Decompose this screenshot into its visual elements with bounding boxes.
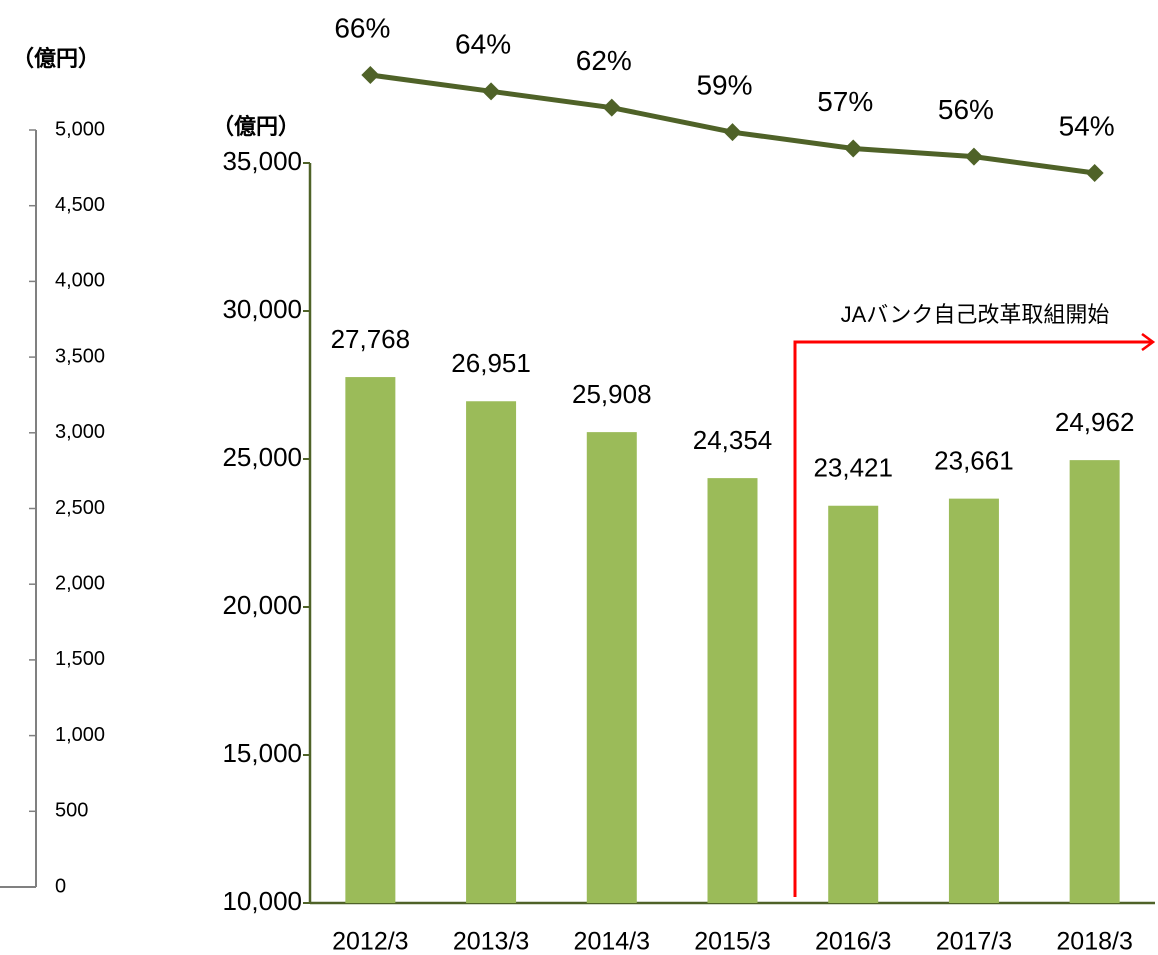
y2-tick-label: 500 (55, 800, 88, 822)
y-tick-label: 20,000 (222, 590, 302, 620)
line-marker (361, 66, 380, 84)
y2-tick-label: 1,000 (55, 724, 105, 746)
x-tick-label: 2013/3 (453, 928, 529, 955)
line-marker (964, 147, 983, 166)
bar-value-label: 23,421 (813, 453, 893, 483)
annotation: JAバンク自己改革取組開始 (841, 302, 1110, 327)
line-value-label: 56% (938, 94, 994, 125)
bar-value-label: 24,354 (693, 425, 773, 455)
y2-tick-label: 3,500 (55, 345, 105, 367)
line-value-label: 64% (455, 29, 511, 60)
line-value-label: 59% (696, 70, 752, 101)
line-marker (1085, 164, 1104, 182)
y2-tick-label: 4,000 (55, 270, 105, 292)
bar (828, 505, 879, 903)
line-value-label: 62% (576, 45, 632, 76)
bar-value-label: 26,951 (451, 348, 531, 378)
bar-value-label: 27,768 (331, 324, 411, 354)
bar (586, 432, 637, 903)
y-unit-label: （億円） (212, 114, 300, 139)
bar (707, 478, 758, 903)
line-value-label: 66% (334, 12, 390, 43)
bar (948, 498, 999, 903)
x-tick-label: 2015/3 (694, 928, 770, 955)
y2-tick-label: 2,000 (55, 572, 105, 594)
y-tick-label: 25,000 (222, 442, 302, 472)
line-marker (723, 123, 742, 142)
x-tick-label: 2016/3 (815, 928, 891, 955)
line-value-label: 57% (817, 86, 873, 117)
line-marker (602, 98, 621, 117)
bar-value-label: 25,908 (572, 379, 652, 409)
bar-value-label: 23,661 (934, 446, 1014, 476)
y-tick-label: 15,000 (222, 738, 302, 768)
x-tick-label: 2017/3 (936, 928, 1012, 955)
y2-tick-label: 2,500 (55, 497, 105, 519)
annotation-arrow (793, 340, 1152, 897)
y2-tick-label: 3,000 (55, 421, 105, 443)
y2-tick-label: 0 (55, 875, 66, 897)
y-tick-label: 35,000 (222, 146, 302, 176)
x-tick-label: 2012/3 (332, 928, 408, 955)
line-marker (482, 82, 501, 101)
bar-value-label: 24,962 (1055, 407, 1135, 437)
y-tick-label: 10,000 (222, 886, 302, 916)
bar (345, 377, 396, 903)
x-tick-label: 2018/3 (1056, 928, 1132, 955)
bar (466, 401, 517, 903)
y-tick-label: 30,000 (222, 294, 302, 324)
arrow-head (1141, 332, 1156, 352)
x-tick-label: 2014/3 (574, 928, 650, 955)
y2-unit-label: （億円） (12, 46, 100, 71)
y2-tick-label: 4,500 (55, 194, 105, 216)
line-marker (844, 139, 863, 158)
bar (1069, 460, 1120, 903)
y2-tick-label: 1,500 (55, 648, 105, 670)
line-value-label: 54% (1059, 110, 1115, 141)
y2-tick-label: 5,000 (55, 118, 105, 140)
